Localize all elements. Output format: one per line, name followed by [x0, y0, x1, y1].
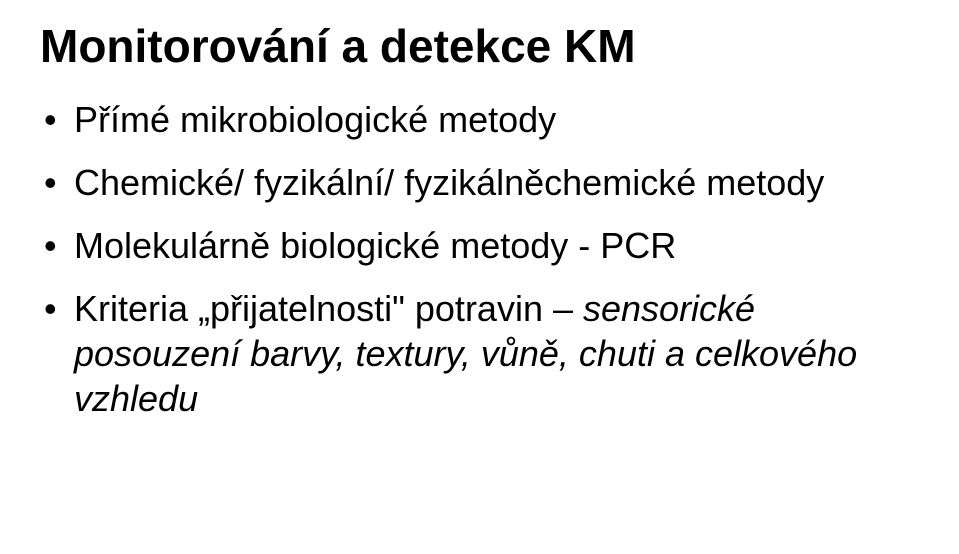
- list-item: Kriteria „přijatelnosti" potravin – sens…: [40, 286, 919, 421]
- bullet-list: Přímé mikrobiologické metody Chemické/ f…: [40, 97, 919, 421]
- list-item-prefix: Kriteria „přijatelnosti" potravin –: [74, 288, 583, 329]
- list-item: Chemické/ fyzikální/ fyzikálněchemické m…: [40, 160, 919, 205]
- list-item: Přímé mikrobiologické metody: [40, 97, 919, 142]
- list-item: Molekulárně biologické metody - PCR: [40, 223, 919, 268]
- slide: Monitorování a detekce KM Přímé mikrobio…: [0, 0, 959, 554]
- slide-title: Monitorování a detekce KM: [40, 20, 919, 73]
